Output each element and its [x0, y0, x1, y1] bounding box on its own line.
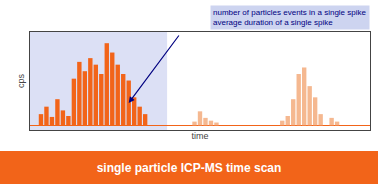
- svg-text:time: time: [191, 131, 208, 141]
- svg-text:number of particles events in: number of particles events in a single s…: [213, 8, 367, 27]
- svg-text:single particle ICP-MS time sc: single particle ICP-MS time scan: [97, 161, 282, 175]
- svg-text:cps: cps: [16, 74, 26, 89]
